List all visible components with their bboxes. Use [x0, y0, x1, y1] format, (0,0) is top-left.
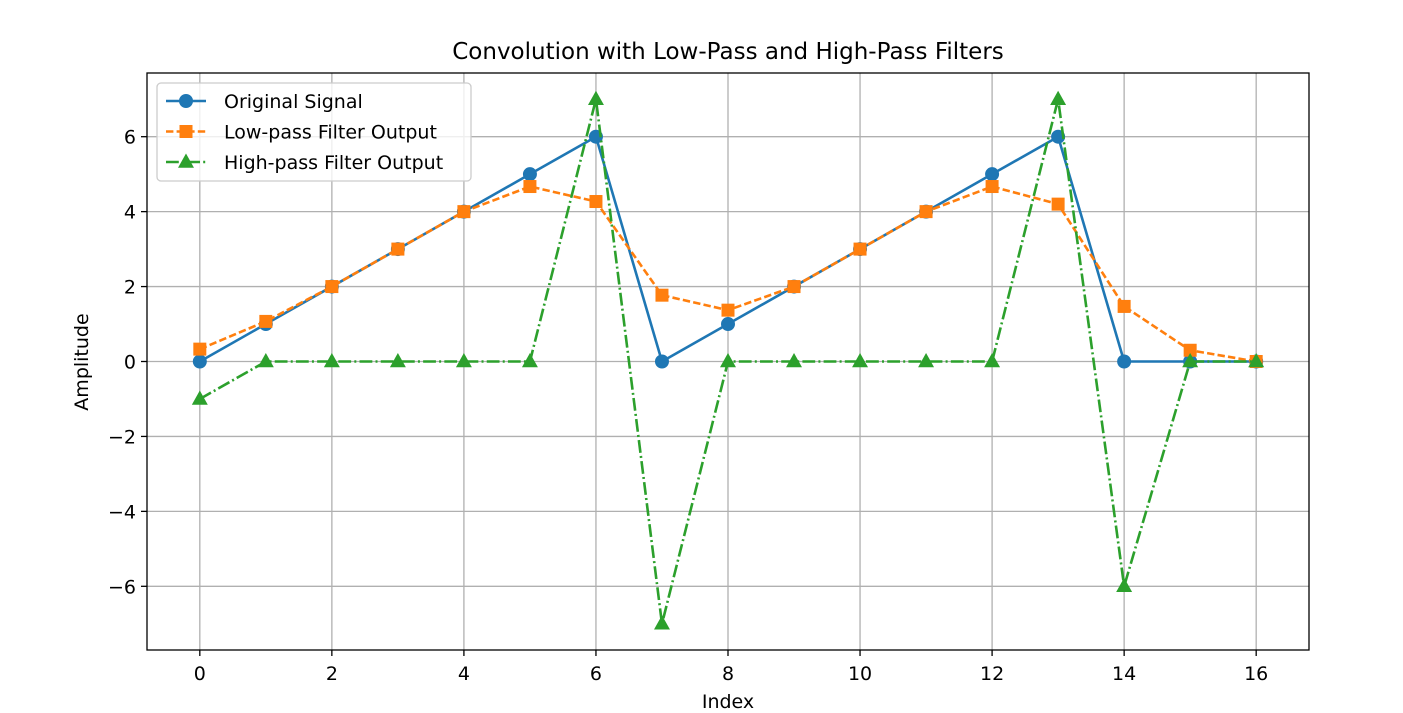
legend-marker	[178, 153, 194, 168]
data-point	[323, 352, 340, 368]
data-point	[389, 352, 406, 368]
y-tick-label: −2	[108, 426, 136, 448]
data-point	[1117, 354, 1132, 369]
data-point	[522, 167, 537, 182]
data-point	[852, 352, 869, 368]
data-point	[325, 280, 339, 294]
legend-marker	[179, 125, 193, 138]
legend-item: Original Signal	[166, 91, 363, 113]
tick-layer: 0 2 4 6 8 10 12 14 16 −6 −4 −2 0 2 4 6	[108, 127, 1268, 685]
x-tick-label: 6	[590, 663, 602, 685]
x-tick-label: 14	[1112, 663, 1136, 685]
legend-item: Low-pass Filter Output	[166, 122, 437, 144]
data-point	[589, 195, 603, 209]
data-point	[259, 314, 273, 328]
data-point	[919, 205, 933, 219]
x-tick-label: 10	[848, 663, 872, 685]
data-point	[1116, 577, 1133, 593]
data-point	[192, 354, 207, 369]
data-point	[193, 342, 207, 356]
legend-label: Original Signal	[224, 91, 363, 113]
y-tick-label: −6	[108, 576, 136, 598]
series-2	[191, 90, 1265, 630]
data-point	[457, 205, 471, 219]
y-tick-label: −4	[108, 501, 136, 523]
data-point	[984, 352, 1001, 368]
data-point	[523, 180, 537, 194]
data-point	[720, 352, 736, 368]
x-axis-title: Index	[702, 691, 754, 713]
data-point	[191, 390, 208, 405]
data-point	[787, 280, 801, 294]
data-point	[587, 90, 604, 105]
data-point	[1050, 90, 1067, 105]
data-point	[521, 352, 538, 368]
data-point	[655, 288, 669, 302]
data-point	[985, 167, 1000, 182]
legend-label: Low-pass Filter Output	[224, 122, 437, 144]
data-point	[455, 352, 472, 368]
x-tick-label: 4	[458, 663, 470, 685]
legend-item: High-pass Filter Output	[166, 152, 443, 174]
data-point	[1117, 299, 1131, 313]
data-point	[918, 352, 935, 368]
data-point	[721, 303, 735, 317]
y-tick-label: 4	[124, 202, 136, 224]
data-point	[1051, 129, 1066, 144]
data-point	[654, 615, 670, 630]
x-tick-label: 0	[194, 663, 206, 685]
y-tick-label: 6	[124, 127, 136, 149]
data-point	[1051, 197, 1065, 211]
x-tick-label: 2	[326, 663, 338, 685]
y-tick-label: 0	[124, 352, 136, 374]
data-point	[391, 242, 405, 256]
data-point	[853, 242, 867, 256]
data-point	[985, 180, 999, 194]
data-point	[257, 352, 274, 368]
y-tick-label: 2	[124, 277, 136, 299]
x-tick-label: 12	[980, 663, 1004, 685]
chart-title: Convolution with Low-Pass and High-Pass …	[452, 39, 1004, 65]
series-layer	[191, 90, 1265, 630]
legend-box	[156, 82, 472, 182]
data-point	[1248, 352, 1265, 368]
x-tick-label: 8	[722, 663, 734, 685]
legend: Original Signal Low-pass Filter Output Hig…	[156, 82, 472, 182]
x-tick-label: 16	[1244, 663, 1268, 685]
data-point	[786, 352, 802, 368]
y-axis-title: Amplitude	[71, 313, 93, 410]
data-point	[654, 354, 669, 369]
data-point	[721, 317, 735, 332]
legend-label: High-pass Filter Output	[224, 152, 443, 174]
data-point	[1182, 352, 1199, 368]
legend-marker	[179, 94, 193, 108]
